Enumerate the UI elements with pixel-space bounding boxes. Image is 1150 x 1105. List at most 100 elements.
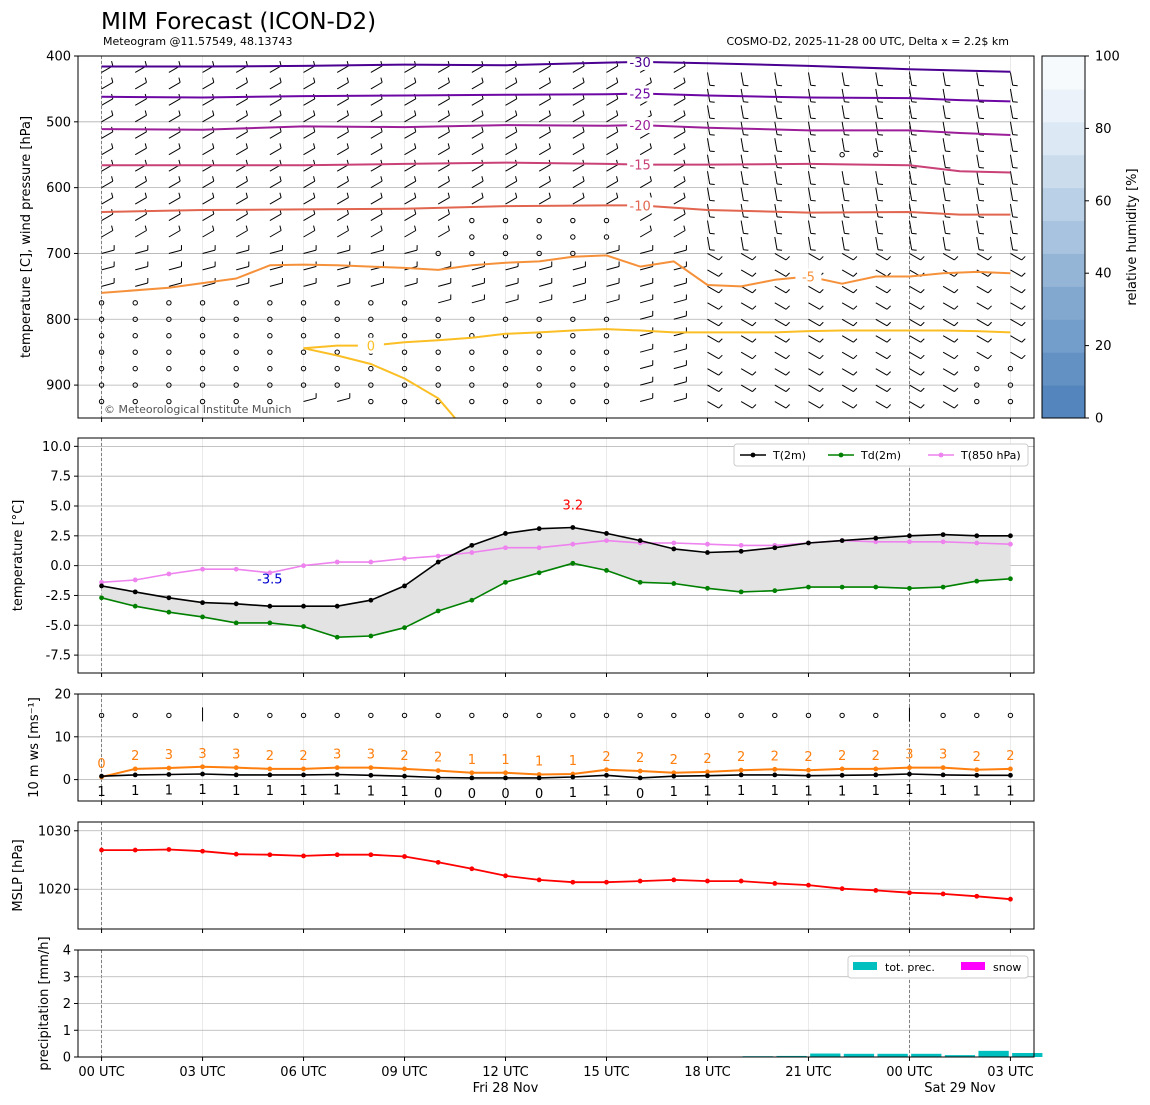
wind-barb <box>841 384 854 393</box>
legend-swatch <box>853 962 877 970</box>
wind-barb <box>303 230 316 238</box>
td2m-line-point <box>267 620 273 626</box>
wind-barb <box>976 220 980 234</box>
wind-barb-flag <box>1021 321 1026 327</box>
wind-barb <box>774 253 787 261</box>
wind-barb <box>134 197 147 205</box>
time-tick-label: 00 UTC <box>78 1065 124 1080</box>
wind-barb <box>908 105 913 119</box>
wind-barb-flag <box>853 272 858 277</box>
t850-line-point <box>873 539 879 545</box>
wind-barb-calm <box>132 712 138 719</box>
t2m-line-point <box>907 533 912 539</box>
isotherm-line <box>303 328 1011 350</box>
wind-barb-calm <box>132 316 138 322</box>
wind-barb-flag <box>1021 256 1026 261</box>
wind-barb-flag <box>954 338 959 343</box>
gust-value-label: 2 <box>670 753 678 768</box>
wind-barb-flag <box>346 77 349 83</box>
wind-barb <box>807 121 812 135</box>
wind-barb <box>101 131 114 139</box>
wind-barb-calm <box>334 316 340 322</box>
wind-barb-flag <box>785 305 790 310</box>
wind-barb <box>437 81 450 90</box>
wind-barb <box>370 131 383 139</box>
wind-barb <box>404 213 417 221</box>
max-temp-label: 3.2 <box>562 499 583 514</box>
wind-barb <box>134 98 147 106</box>
wind-barb <box>673 114 686 123</box>
wind-barb <box>942 154 946 168</box>
precipitation-legend: tot. prec. snow <box>847 955 1029 979</box>
wind-barb <box>740 351 753 360</box>
wind-barb-flag <box>718 256 723 261</box>
wind-barb <box>808 253 820 261</box>
wind-barb-calm <box>974 712 980 719</box>
wind-barb <box>538 197 551 205</box>
speed-point <box>940 772 946 778</box>
wind-barb-flag <box>954 404 959 409</box>
pressure-panel: 1030 1020 MSLP [hPa] <box>11 821 1035 933</box>
wind-barb-calm <box>873 152 879 158</box>
wind-barb <box>269 197 282 205</box>
wind-barb-flag <box>987 321 992 327</box>
wind-barb <box>505 147 518 156</box>
wind-barb <box>841 220 845 234</box>
precip-bar <box>978 1050 1009 1057</box>
wind-barb-flag <box>313 143 316 149</box>
wind-barb-flag <box>548 110 551 116</box>
temperature-ytick-label: 2.5 <box>50 529 71 544</box>
upper-air-ytick-label: 500 <box>46 115 71 130</box>
wind-barb <box>337 397 350 403</box>
wind-barb <box>640 249 653 254</box>
wind-barb-flag <box>920 354 925 360</box>
wind-barb-flag <box>178 77 181 83</box>
wind-barb <box>404 282 418 287</box>
wind-barb-calm <box>435 712 441 719</box>
wind-barb <box>303 249 317 254</box>
wind-barb <box>875 253 888 261</box>
wind-barb <box>572 81 585 90</box>
wind-barb-flag <box>447 110 450 116</box>
precipitation-ytick-label: 0 <box>63 1051 71 1066</box>
wind-barb-calm <box>469 365 475 372</box>
td2m-line-point <box>705 585 710 591</box>
gust-value-label: 2 <box>771 749 779 764</box>
wind-barb-calm <box>199 333 206 339</box>
wind-barb <box>135 282 148 287</box>
t2m-line-point <box>604 531 609 536</box>
mslp-point <box>974 893 980 899</box>
gust-value-label: 2 <box>973 750 981 765</box>
wind-barb <box>639 230 652 238</box>
wind-barb <box>808 318 820 327</box>
wind-barb-flag <box>212 143 215 149</box>
wind-barb <box>942 318 955 327</box>
wind-barb <box>908 88 913 102</box>
wind-barb-flag <box>212 192 215 198</box>
td2m-line-point <box>200 614 205 620</box>
wind-barb <box>370 213 383 221</box>
wind-barb <box>673 98 686 106</box>
wind-barb <box>942 285 955 294</box>
wind-barb <box>1009 105 1014 119</box>
wind-barb <box>908 121 913 135</box>
wind-barb <box>303 180 316 189</box>
wind-barb <box>404 197 417 205</box>
gust-point <box>435 768 441 774</box>
td2m-line-point <box>435 608 441 614</box>
wind-barb <box>269 282 283 287</box>
wind-barb-flag <box>718 338 723 343</box>
wind-barb-calm <box>570 250 576 257</box>
wind-barb-flag <box>987 272 992 277</box>
speed-value-label: 1 <box>703 785 711 800</box>
t2m-line-point <box>772 545 778 551</box>
speed-value-label: 1 <box>232 784 240 799</box>
gust-value-label: 2 <box>1006 749 1014 764</box>
wind-barb-calm <box>334 333 340 339</box>
t850-line <box>101 539 1011 584</box>
legend-label: T(850 hPa) <box>960 449 1021 462</box>
wind-barb-calm <box>469 398 475 405</box>
colorbar-segment <box>1042 154 1085 189</box>
wind-barb-calm <box>839 712 845 719</box>
wind-barb <box>673 197 686 205</box>
